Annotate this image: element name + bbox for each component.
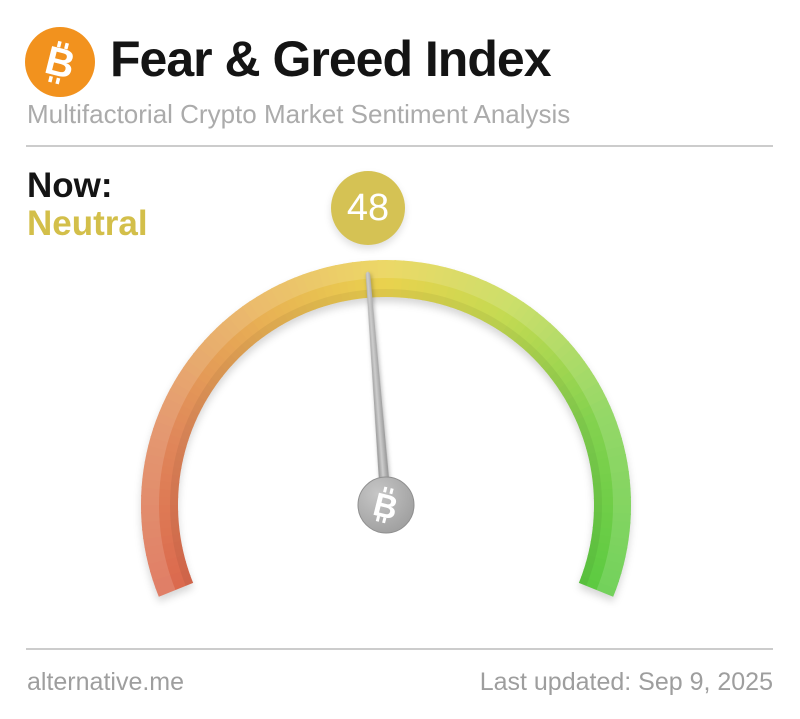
sentiment-classification: Neutral [27,204,148,243]
last-updated-text: Last updated: Sep 9, 2025 [479,668,773,696]
bitcoin-logo-circle [25,27,95,97]
now-label: Now: [27,166,113,205]
value-badge: 48 [331,171,405,245]
value-badge-number: 48 [346,186,390,229]
site-link[interactable]: alternative.me [27,668,185,696]
page-subtitle: Multifactorial Crypto Market Sentiment A… [27,99,571,129]
footer-divider [26,648,773,650]
page-title: Fear & Greed Index [110,31,551,87]
gauge-needle [365,271,392,510]
bitcoin-logo-icon: B [25,27,95,97]
header-divider [26,145,773,147]
gauge-arc [140,259,632,597]
gauge-hub-bitcoin-icon: B [357,476,415,534]
